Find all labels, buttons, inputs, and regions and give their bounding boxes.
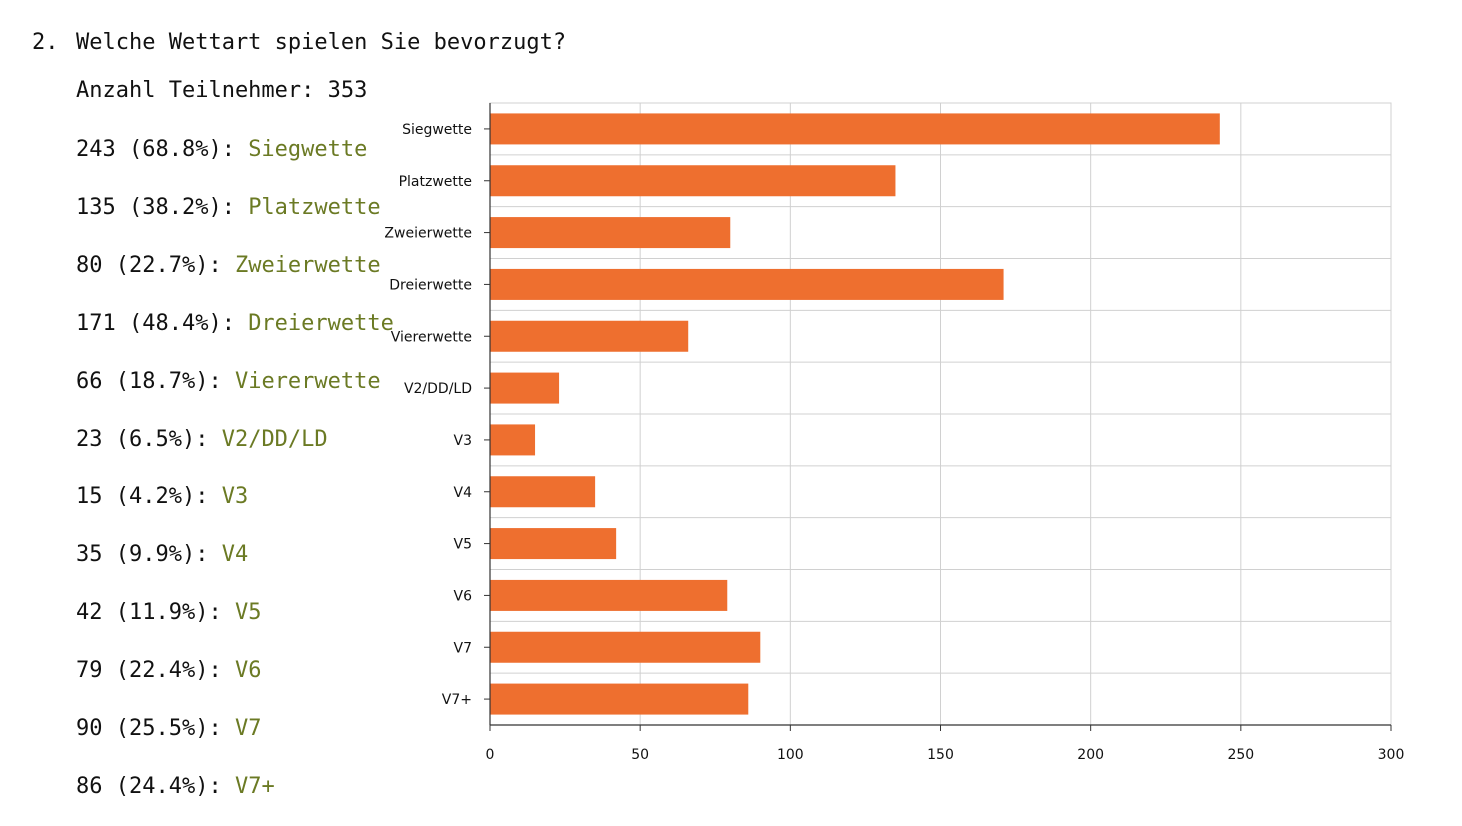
answer-item: 66 (18.7%): Viererwette — [76, 369, 381, 394]
y-tick-label: V3 — [454, 433, 472, 449]
question-number: 2. — [32, 30, 59, 55]
y-tick-label: V4 — [454, 485, 473, 501]
bar-10 — [490, 631, 761, 663]
answer-label: V2/DD/LD — [221, 426, 328, 452]
answer-label: V3 — [221, 484, 249, 510]
bar-8 — [490, 528, 617, 560]
y-tick-label: V6 — [454, 588, 473, 604]
y-tick-label: V7+ — [442, 692, 472, 708]
bar-5 — [490, 372, 560, 404]
answer-stat: 86 (24.4%): — [76, 773, 235, 799]
x-tick-label: 300 — [1378, 747, 1405, 763]
bar-7 — [490, 476, 596, 508]
bar-4 — [490, 320, 689, 352]
bar-0 — [490, 113, 1220, 145]
answer-stat: 80 (22.7%): — [76, 252, 235, 278]
answer-label: V6 — [234, 658, 262, 684]
answer-stat: 171 (48.4%): — [76, 310, 249, 336]
answer-item: 171 (48.4%): Dreierwette — [76, 311, 394, 336]
answer-item: 23 (6.5%): V2/DD/LD — [76, 427, 328, 452]
x-tick-label: 50 — [631, 747, 649, 763]
answer-item: 135 (38.2%): Platzwette — [76, 195, 381, 220]
y-tick-label: Dreierwette — [389, 277, 472, 293]
x-tick-label: 100 — [777, 747, 804, 763]
y-tick-label: V5 — [454, 537, 472, 553]
answer-stat: 90 (25.5%): — [76, 716, 235, 741]
answer-label: Zweierwette — [234, 252, 381, 278]
bar-3 — [490, 268, 1004, 300]
x-tick-label: 200 — [1077, 747, 1104, 763]
answer-label: Siegwette — [248, 137, 368, 162]
x-tick-label: 250 — [1227, 747, 1254, 763]
answer-stat: 15 (4.2%): — [76, 484, 222, 510]
answer-label: V5 — [234, 600, 262, 626]
answer-item: 80 (22.7%): Zweierwette — [76, 253, 381, 278]
y-tick-label: Platzwette — [399, 174, 472, 190]
answer-label: V7 — [234, 716, 262, 741]
answer-stat: 23 (6.5%): — [76, 426, 222, 452]
question-text: Welche Wettart spielen Sie bevorzugt? — [76, 30, 567, 55]
answer-item: 243 (68.8%): Siegwette — [76, 137, 367, 162]
answer-item: 35 (9.9%): V4 — [76, 542, 248, 567]
x-tick-label: 0 — [486, 747, 495, 763]
bar-6 — [490, 424, 536, 456]
question-heading: 2. Welche Wettart spielen Sie bevorzugt? — [32, 30, 566, 55]
bar-1 — [490, 165, 896, 197]
answer-label: Platzwette — [248, 194, 381, 220]
y-tick-label: Zweierwette — [384, 226, 472, 242]
answer-item: 90 (25.5%): V7 — [76, 716, 261, 741]
answer-stat: 79 (22.4%): — [76, 658, 235, 684]
answer-stat: 66 (18.7%): — [76, 368, 235, 394]
answer-stat: 35 (9.9%): — [76, 542, 222, 568]
y-tick-label: V2/DD/LD — [404, 381, 472, 397]
answer-item: 15 (4.2%): V3 — [76, 484, 248, 509]
answer-stat: 135 (38.2%): — [76, 194, 249, 220]
answer-label: V4 — [221, 542, 249, 568]
answer-label: Viererwette — [234, 368, 381, 394]
participant-count: Anzahl Teilnehmer: 353 — [76, 78, 368, 103]
answer-stat: 243 (68.8%): — [76, 137, 249, 162]
bar-2 — [490, 217, 731, 249]
answer-stat: 42 (11.9%): — [76, 600, 235, 626]
answer-item: 79 (22.4%): V6 — [76, 658, 261, 683]
answer-item: 42 (11.9%): V5 — [76, 600, 261, 625]
bar-11 — [490, 683, 749, 715]
answer-label: Dreierwette — [248, 310, 394, 336]
bar-9 — [490, 579, 728, 611]
y-tick-label: Siegwette — [402, 122, 472, 138]
y-tick-label: Viererwette — [391, 329, 472, 345]
answer-item: 86 (24.4%): V7+ — [76, 774, 275, 799]
answer-label: V7+ — [234, 773, 275, 799]
y-tick-label: V7 — [454, 640, 472, 656]
x-tick-label: 150 — [927, 747, 954, 763]
